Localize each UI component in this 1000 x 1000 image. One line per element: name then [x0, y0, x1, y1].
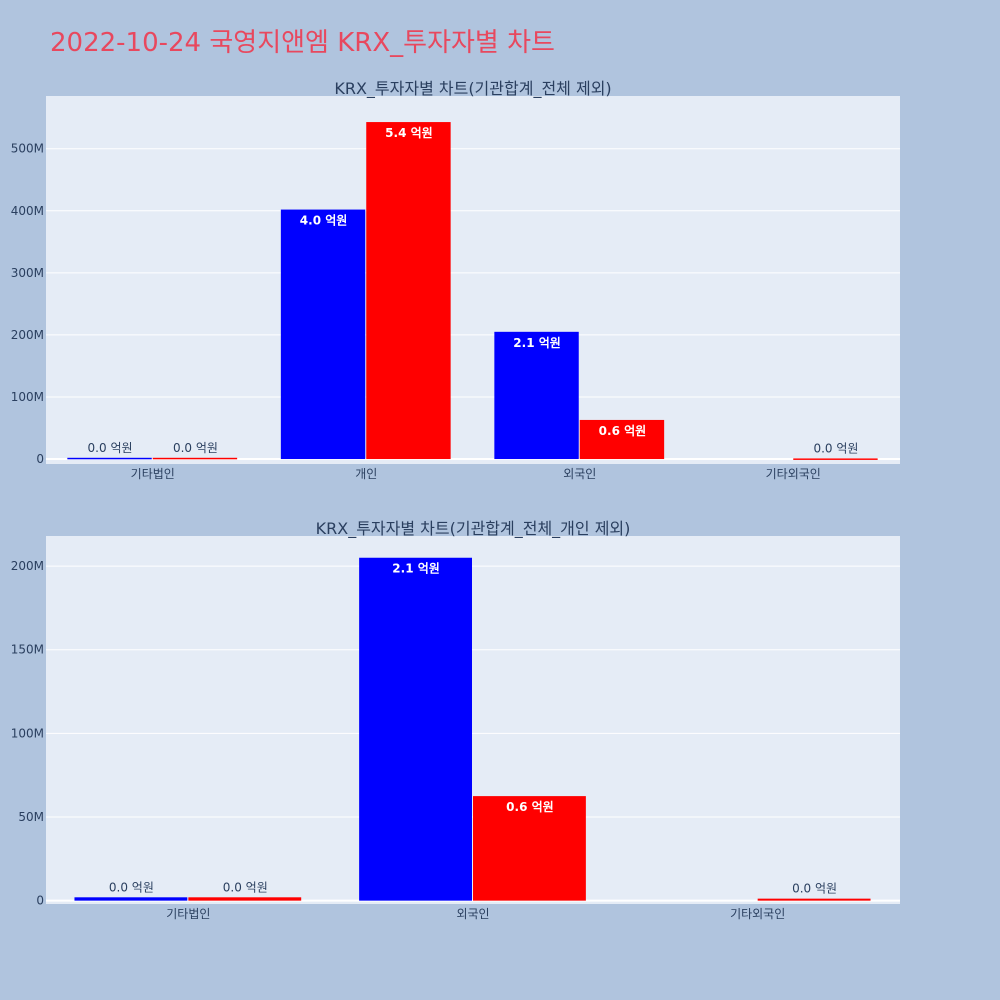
y-tick-label: 150M [11, 643, 44, 657]
bar [494, 331, 579, 460]
plot-area [46, 96, 900, 464]
bar-value-label: 0.0 억원 [792, 882, 837, 896]
bar [793, 458, 878, 460]
y-tick-label: 300M [11, 266, 44, 280]
bar [152, 457, 238, 460]
bar-value-label: 0.0 억원 [173, 441, 218, 455]
bar-value-label: 0.0 억원 [813, 441, 858, 455]
page-title: 2022-10-24 국영지앤엠 KRX_투자자별 차트 [50, 28, 555, 58]
x-tick-label: 기타법인 [166, 907, 210, 921]
y-tick-label: 0 [36, 452, 44, 466]
y-tick-label: 500M [11, 142, 44, 156]
bar [188, 897, 302, 901]
y-tick-label: 200M [11, 328, 44, 342]
bar-value-label: 0.6 억원 [506, 800, 554, 814]
bar-value-label: 2.1 억원 [392, 562, 440, 576]
bar-value-label: 0.0 억원 [88, 441, 133, 455]
bar-value-label: 0.0 억원 [109, 880, 154, 894]
y-tick-label: 50M [18, 810, 44, 824]
y-tick-label: 100M [11, 726, 44, 740]
bar [359, 557, 472, 901]
y-tick-label: 400M [11, 204, 44, 218]
bar [757, 898, 871, 901]
bar-value-label: 2.1 억원 [513, 336, 561, 350]
x-tick-label: 기타외국인 [766, 467, 821, 481]
bar-value-label: 0.0 억원 [223, 880, 268, 894]
bar [74, 897, 188, 901]
bar-value-label: 5.4 억원 [385, 126, 433, 140]
bar [280, 209, 366, 460]
x-tick-label: 외국인 [563, 467, 596, 481]
y-tick-label: 200M [11, 559, 44, 573]
bar-value-label: 4.0 억원 [300, 214, 348, 228]
bar [473, 796, 586, 901]
chart-title: KRX_투자자별 차트(기관합계_전체_개인 제외) [316, 519, 631, 539]
x-tick-label: 외국인 [456, 907, 489, 921]
bar [67, 457, 152, 460]
y-tick-label: 100M [11, 390, 44, 404]
y-tick-label: 0 [36, 894, 44, 908]
bar [579, 419, 665, 460]
bar-value-label: 0.6 억원 [599, 424, 647, 438]
x-tick-label: 기타외국인 [730, 907, 785, 921]
x-tick-label: 개인 [355, 467, 377, 481]
x-tick-label: 기타법인 [131, 467, 175, 481]
chart-title: KRX_투자자별 차트(기관합계_전체 제외) [334, 79, 611, 99]
bar [366, 122, 451, 460]
